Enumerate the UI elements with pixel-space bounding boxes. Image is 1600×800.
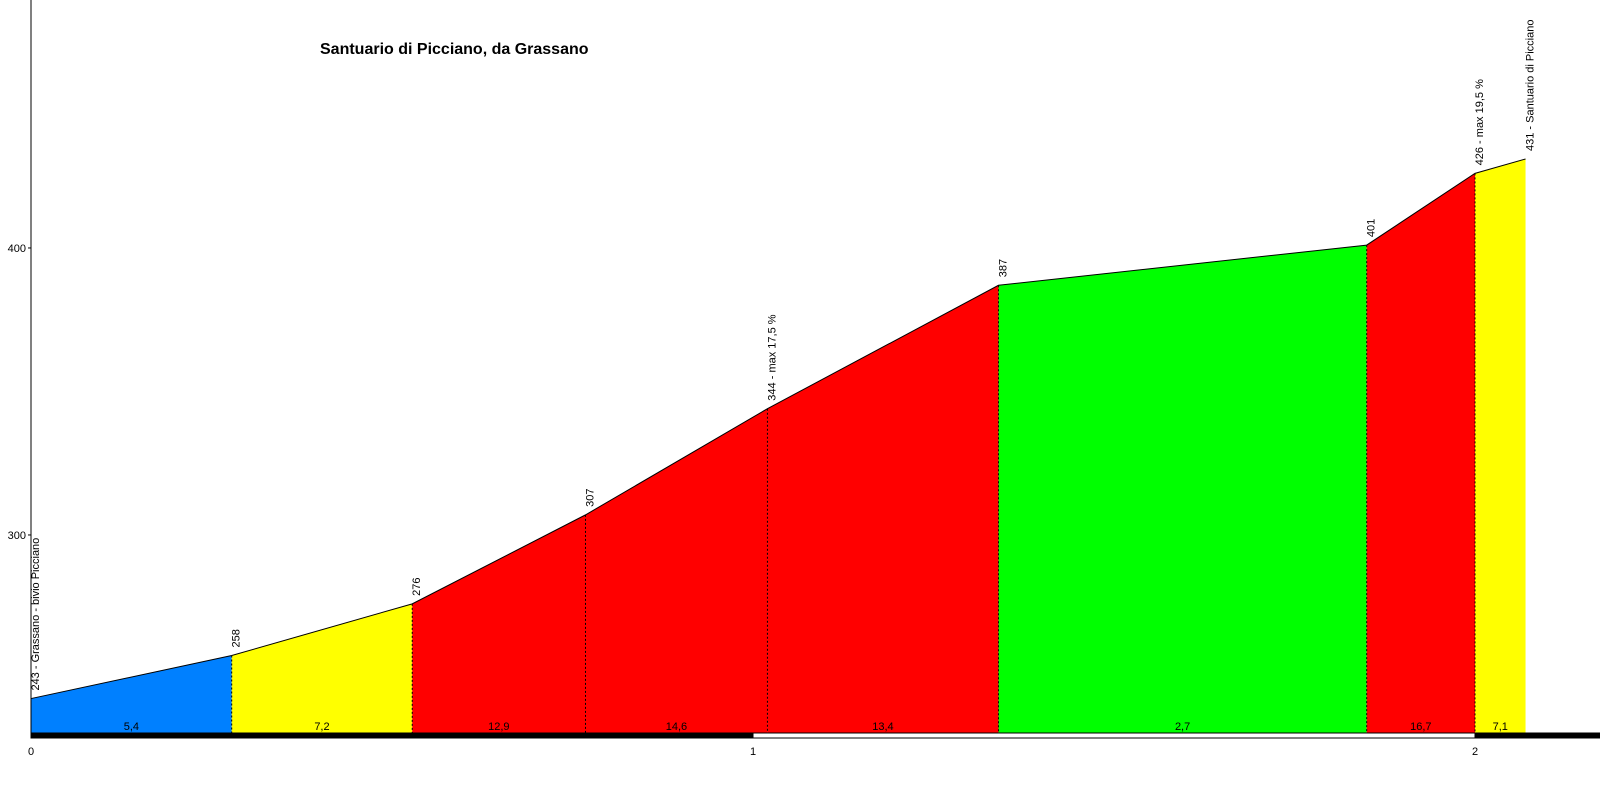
segment-gradient-label-7: 16,7: [1410, 721, 1431, 733]
segment-area-6: [998, 245, 1367, 733]
segment-area-4: [585, 408, 768, 733]
chart-title: Santuario di Picciano, da Grassano: [320, 41, 589, 58]
profile-line: [30, 158, 1526, 700]
segment-gradient-label-8: 7,1: [1493, 721, 1508, 733]
x-tick-label-1: 1: [750, 746, 756, 758]
axes: [30, 0, 1600, 739]
segment-area-1: [31, 655, 232, 733]
segment-gradient-label-6: 2,7: [1175, 721, 1190, 733]
y-tick-label-300: 300: [8, 530, 26, 542]
segment-gradient-labels: 5,4 7,2 12,9 14,6 13,4 2,7 16,7 7,1: [124, 721, 1508, 733]
segment-gradient-label-1: 5,4: [124, 721, 139, 733]
segment-gradient-label-3: 12,9: [488, 721, 509, 733]
segment-gradient-label-2: 7,2: [314, 721, 329, 733]
y-tick-label-400: 400: [8, 243, 26, 255]
ticks: 0 1 2 300 400: [8, 243, 1478, 758]
segment-area-2: [231, 603, 413, 733]
segment-area-3: [412, 514, 586, 733]
segment-area-8: [1475, 159, 1526, 733]
gradient-segments: [31, 159, 1526, 734]
segment-area-5: [767, 285, 999, 733]
segment-dividers: [231, 173, 1476, 733]
segment-area-7: [1366, 173, 1475, 734]
x-axis-bar-km-1: [752, 732, 1476, 739]
profile-outline: [30, 158, 1526, 700]
point-label-7: 401: [1366, 219, 1378, 237]
point-label-6: 387: [997, 259, 1009, 277]
x-tick-label-2: 2: [1472, 746, 1478, 758]
point-elevation-labels: 243 - Grassano - bivio Picciano 258 276 307…: [30, 20, 1537, 691]
point-label-9: 431 - Santuario di Picciano: [1525, 20, 1537, 151]
segment-gradient-label-5: 13,4: [872, 721, 893, 733]
point-label-4: 307: [584, 489, 596, 507]
x-axis-bar-km-0: [30, 732, 754, 739]
point-label-1: 243 - Grassano - bivio Picciano: [30, 538, 42, 691]
x-tick-label-0: 0: [28, 746, 34, 758]
point-label-2: 258: [231, 629, 243, 647]
x-axis-bar-km-2: [1474, 732, 1600, 739]
point-label-3: 276: [411, 577, 423, 595]
point-label-5: 344 - max 17,5 %: [766, 314, 778, 400]
point-label-8: 426 - max 19,5 %: [1474, 79, 1486, 165]
segment-gradient-label-4: 14,6: [666, 721, 687, 733]
